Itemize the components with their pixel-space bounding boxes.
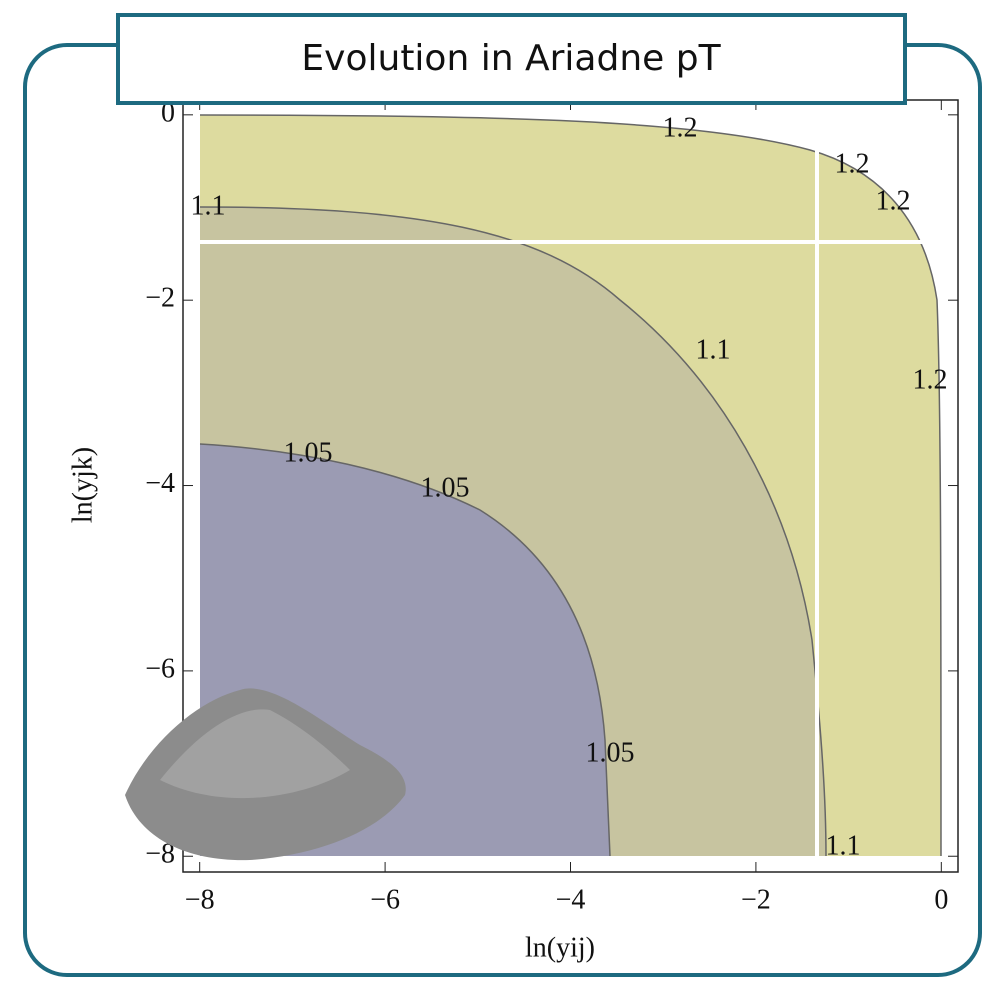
contour-line <box>199 206 827 857</box>
contour-label: 1.2 <box>663 112 698 143</box>
x-tick-label: 0 <box>934 884 948 915</box>
contour-line <box>199 114 942 857</box>
x-tick-label: −4 <box>556 884 586 915</box>
y-tick-label: 0 <box>161 97 175 128</box>
plot-area: 1.21.21.21.11.11.21.051.051.051.1−8 −6 −4−… <box>145 97 959 915</box>
contour-label: 1.05 <box>586 737 635 768</box>
x-axis-label: ln(yij) <box>525 932 595 963</box>
contour-label: 1.1 <box>826 830 861 861</box>
contour-label: 1.05 <box>421 472 470 503</box>
contour-label: 1.2 <box>835 148 870 179</box>
contour-label: 1.2 <box>913 364 948 395</box>
y-axis-label: ln(yjk) <box>67 447 98 523</box>
contour-line <box>199 443 611 857</box>
sand-pile <box>125 688 406 861</box>
x-tick-label: −8 <box>185 884 215 915</box>
y-tick-label: −4 <box>145 468 175 499</box>
y-tick-label: −2 <box>145 283 175 314</box>
contour-label: 1.2 <box>876 185 911 216</box>
title-box <box>116 13 907 105</box>
contour-label: 1.1 <box>696 334 731 365</box>
chart-title: Evolution in Ariadne pT <box>301 38 721 79</box>
sand-pile-highlight <box>160 709 350 799</box>
x-tick-label: −6 <box>370 884 400 915</box>
contour-label: 1.1 <box>191 190 226 221</box>
y-tick-label: −6 <box>145 653 175 684</box>
x-tick-label: −2 <box>741 884 771 915</box>
contour-label: 1.05 <box>284 437 333 468</box>
